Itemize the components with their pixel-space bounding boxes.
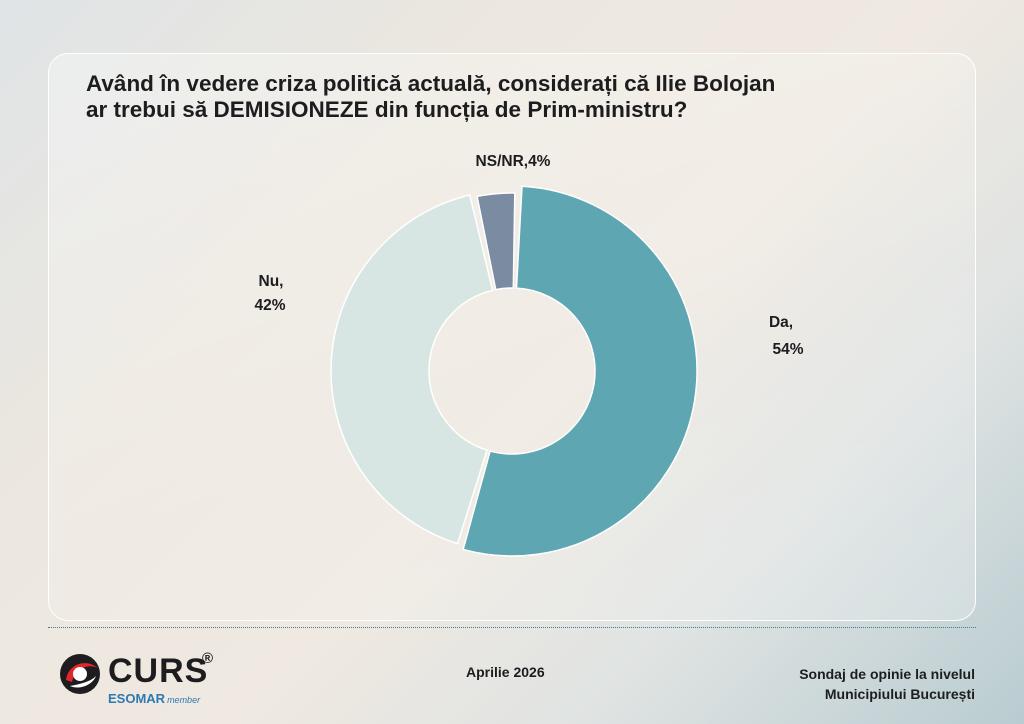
- curs-swirl-icon: [60, 654, 100, 694]
- logo-registered-mark: ®: [202, 650, 214, 667]
- label-nu-value: 42%: [254, 297, 285, 314]
- slice-nu: [330, 194, 494, 545]
- esomar-word: ESOMAR: [108, 691, 166, 706]
- curs-logo: CURS ® ESOMAR member: [56, 650, 226, 710]
- chart-title: Având în vedere criza politică actuală, …: [86, 71, 946, 123]
- chart-title-line-1: Având în vedere criza politică actuală, …: [86, 71, 776, 96]
- footer-divider: [48, 627, 976, 628]
- survey-line-2: Municipiului București: [824, 686, 975, 702]
- survey-description: Sondaj de opinie la nivelul Municipiului…: [799, 664, 975, 704]
- label-nsnr: NS/NR,4%: [476, 153, 551, 170]
- survey-line-1: Sondaj de opinie la nivelul: [799, 666, 975, 682]
- logo-wordmark: CURS: [108, 652, 209, 690]
- label-da-value: 54%: [772, 341, 803, 358]
- label-da-name: Da,: [769, 314, 793, 331]
- survey-date: Aprilie 2026: [466, 664, 545, 680]
- chart-title-line-2: ar trebui să DEMISIONEZE din funcția de …: [86, 97, 688, 122]
- slice-ns-nr: [476, 192, 516, 291]
- label-nu-name: Nu,: [259, 273, 284, 290]
- esomar-badge: ESOMAR member: [108, 691, 200, 706]
- esomar-member: member: [167, 695, 201, 705]
- slice-da: [462, 185, 698, 557]
